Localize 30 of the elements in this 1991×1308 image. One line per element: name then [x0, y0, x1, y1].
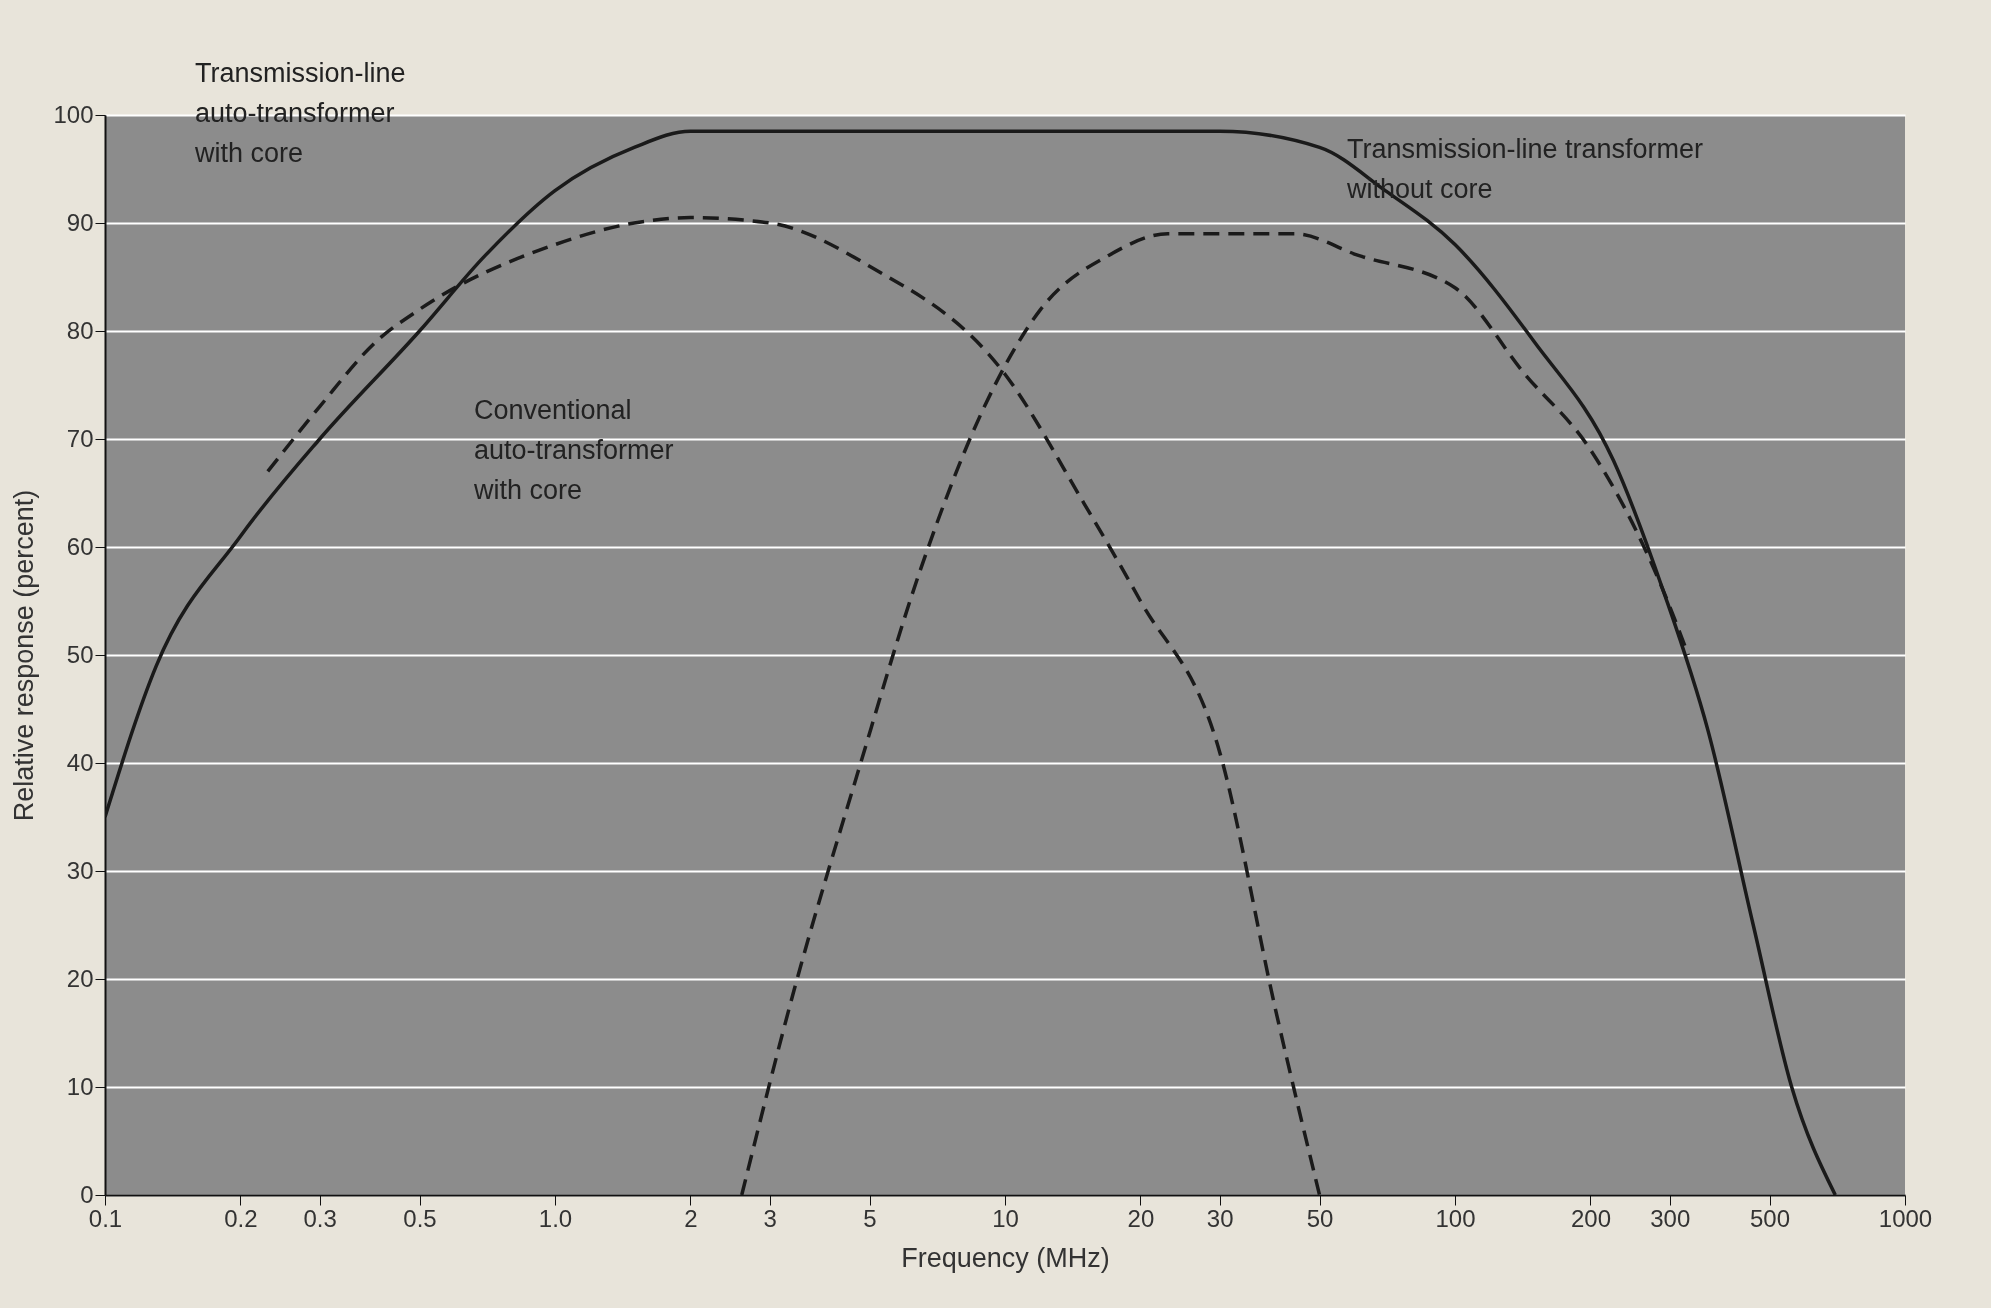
x-axis-title: Frequency (MHz): [901, 1242, 1110, 1273]
x-tick-label: 1000: [1878, 1204, 1933, 1232]
y-tick-label: 70: [66, 424, 94, 452]
annotation: Transmission-line auto-transformer with core: [194, 58, 406, 168]
x-tick-label: 2: [684, 1204, 698, 1232]
x-tick-label: 10: [992, 1204, 1019, 1232]
x-tick-label: 3: [763, 1204, 777, 1232]
y-axis-title: Relative response (percent): [9, 489, 40, 822]
x-tick-label: 0.3: [303, 1204, 337, 1232]
y-tick-label: 20: [66, 964, 94, 992]
x-tick-label: 100: [1435, 1204, 1476, 1232]
x-tick-label: 0.2: [224, 1204, 258, 1232]
x-tick-label: 20: [1127, 1204, 1155, 1232]
x-tick-label: 50: [1306, 1204, 1334, 1232]
y-tick-label: 40: [66, 748, 94, 776]
annotation: Conventional auto-transformer with core: [473, 394, 674, 505]
x-tick-label: 200: [1570, 1204, 1611, 1232]
y-tick-label: 100: [53, 100, 94, 128]
y-tick-label: 90: [66, 208, 94, 236]
y-tick-label: 10: [66, 1072, 94, 1100]
y-tick-label: 50: [66, 640, 94, 668]
x-tick-label: 1.0: [538, 1204, 573, 1232]
y-tick-label: 30: [66, 856, 94, 884]
y-tick-label: 60: [66, 532, 94, 560]
y-tick-label: 80: [66, 316, 94, 344]
x-tick-label: 300: [1650, 1204, 1691, 1232]
x-tick-label: 0.5: [403, 1204, 437, 1232]
x-tick-label: 30: [1206, 1204, 1234, 1232]
x-tick-label: 5: [863, 1204, 877, 1232]
x-tick-label: 500: [1750, 1204, 1791, 1232]
